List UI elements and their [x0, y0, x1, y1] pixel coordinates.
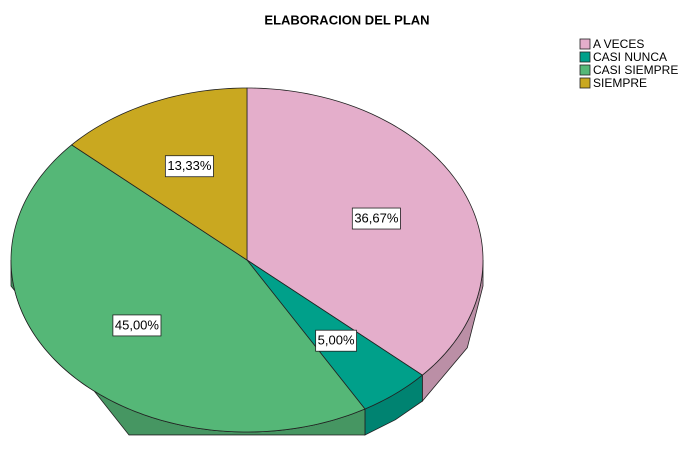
data-label-box — [164, 155, 214, 178]
data-label-box — [315, 329, 357, 352]
data-label: 13,33% — [164, 155, 214, 178]
legend-label: CASI SIEMPRE — [593, 63, 678, 77]
data-label: 45,00% — [112, 314, 162, 337]
legend-swatch — [579, 64, 591, 76]
slice — [70, 87, 248, 261]
data-label-text: 45,00% — [115, 317, 160, 332]
slice — [246, 87, 484, 376]
data-label: 5,00% — [315, 329, 357, 352]
chart-title: ELABORACION DEL PLAN — [264, 12, 429, 27]
legend-label: CASI NUNCA — [593, 50, 667, 64]
legend-swatch — [579, 51, 591, 63]
data-label: 36,67% — [351, 207, 401, 230]
data-label-text: 13,33% — [167, 158, 212, 173]
legend-swatch — [579, 77, 591, 89]
data-label-text: 36,67% — [354, 210, 399, 225]
slice — [10, 144, 366, 433]
data-label-box — [351, 207, 401, 230]
legend-swatch — [579, 38, 591, 50]
data-label-box — [112, 314, 162, 337]
data-label-text: 5,00% — [318, 333, 355, 348]
legend-label: SIEMPRE — [593, 76, 647, 90]
legend-label: A VECES — [593, 37, 644, 51]
